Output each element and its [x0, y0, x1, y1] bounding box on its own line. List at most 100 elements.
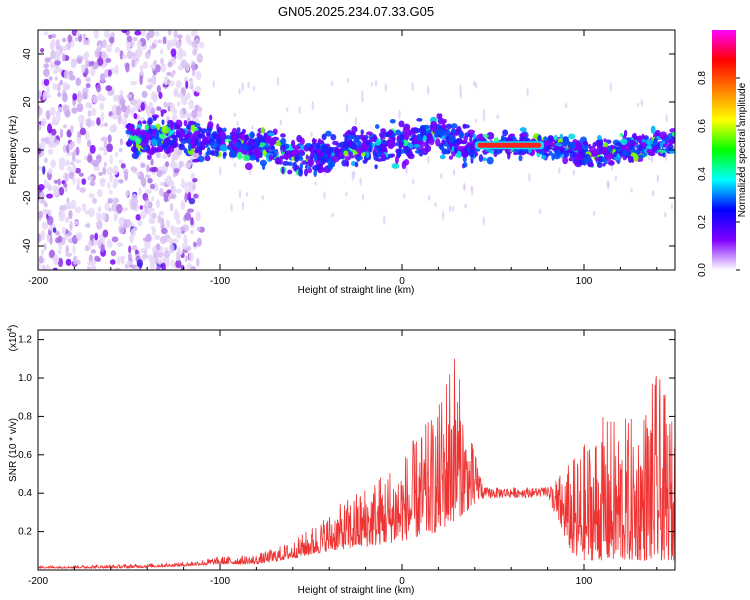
ridge-blob [365, 131, 373, 136]
ridge-blob [469, 136, 473, 143]
noise-blob [411, 82, 414, 92]
ridge-blob [563, 150, 570, 158]
colorbar-tick-label: 0.6 [697, 119, 708, 133]
ridge-blob [502, 129, 509, 137]
noise-blob [440, 172, 443, 180]
noise-blob [72, 244, 76, 255]
noise-blob [187, 112, 192, 119]
noise-blob [186, 92, 191, 100]
noise-blob [166, 178, 172, 186]
noise-blob [163, 250, 171, 258]
ridge-blob [282, 160, 290, 166]
noise-blob [195, 257, 200, 267]
noise-blob [66, 159, 70, 164]
noise-blob [63, 183, 68, 188]
noise-blob [70, 199, 77, 210]
noise-blob [46, 84, 50, 94]
noise-blob [230, 203, 233, 212]
noise-blob [174, 208, 179, 215]
ridge-blob [354, 161, 359, 168]
noise-blob [114, 64, 119, 75]
snr-y-multiplier: (x104) [7, 325, 19, 352]
ridge-blob [548, 150, 553, 156]
ridge-blob [183, 119, 188, 127]
noise-blob [100, 51, 107, 59]
ridge-blob [231, 134, 238, 143]
noise-blob [106, 44, 112, 53]
noise-blob [68, 70, 74, 76]
ridge-blob [374, 124, 380, 129]
ridge-blob [179, 129, 185, 138]
ridge-blob [348, 151, 353, 158]
ridge-blob [288, 152, 296, 158]
noise-blob [191, 62, 196, 71]
noise-blob [102, 229, 109, 238]
ridge-blob [621, 150, 629, 157]
ridge-blob [568, 157, 573, 162]
ridge-blob [396, 148, 402, 158]
ridge-blob [265, 135, 271, 143]
noise-blob [64, 172, 69, 183]
ridge-blob [267, 132, 275, 137]
noise-blob [147, 177, 153, 184]
noise-blob [441, 210, 445, 221]
noise-blob [184, 192, 188, 203]
noise-blob [170, 259, 175, 268]
noise-blob [116, 203, 123, 214]
snr-panel: -200 -100 0 100 0.2 0.4 0.6 0.8 1.0 1.2 Height of… [7, 325, 676, 596]
ridge-blob [345, 160, 350, 168]
noise-blob [109, 259, 116, 265]
noise-blob [45, 110, 51, 120]
ridge-blob [447, 149, 451, 154]
noise-blob [65, 244, 69, 255]
noise-blob [94, 49, 101, 59]
ridge-blob [150, 125, 157, 130]
ridge-blob [575, 143, 582, 152]
noise-blob [314, 181, 317, 186]
ridge-blob [292, 161, 298, 171]
noise-blob [241, 201, 245, 211]
ridge-blob [356, 155, 363, 161]
ridge-blob [399, 133, 404, 141]
ridge-blob [461, 149, 469, 159]
ridge-blob [210, 141, 218, 150]
noise-blob [49, 107, 56, 116]
colorbar-tick-label: 0.4 [697, 167, 708, 181]
ridge-blob [446, 128, 450, 137]
ridge-blob [596, 139, 602, 148]
ridge-blob [645, 138, 654, 146]
noise-blob [107, 181, 111, 189]
noise-blob [245, 191, 249, 197]
noise-blob [124, 219, 132, 228]
ridge-blob [318, 159, 322, 165]
ridge-blob [351, 160, 356, 167]
noise-blob [50, 159, 57, 169]
ridge-blob [346, 134, 355, 140]
noise-blob [147, 201, 153, 209]
noise-blob [85, 82, 91, 89]
noise-blob [175, 80, 182, 89]
ridge-blob [187, 134, 192, 139]
noise-blob [104, 122, 108, 127]
noise-blob [117, 116, 122, 125]
ridge-blob [481, 134, 489, 138]
noise-blob [195, 111, 203, 118]
noise-blob [105, 85, 113, 92]
ridge-blob [206, 146, 211, 156]
ridge-blob [187, 142, 192, 151]
chart-title: GN05.2025.234.07.33.G05 [278, 4, 434, 19]
noise-blob [87, 261, 92, 266]
noise-blob [50, 142, 56, 148]
noise-blob [52, 254, 60, 265]
ridge-blob [260, 126, 265, 134]
noise-blob [116, 256, 121, 265]
noise-blob [116, 106, 122, 116]
noise-blob [157, 251, 164, 258]
noise-blob [148, 30, 155, 39]
ridge-blob [486, 156, 494, 165]
ridge-blob [152, 116, 157, 121]
ridge-blob [541, 154, 547, 160]
y-tick-label: 0.4 [18, 488, 32, 499]
noise-blob [76, 31, 81, 37]
noise-blob [238, 190, 242, 199]
